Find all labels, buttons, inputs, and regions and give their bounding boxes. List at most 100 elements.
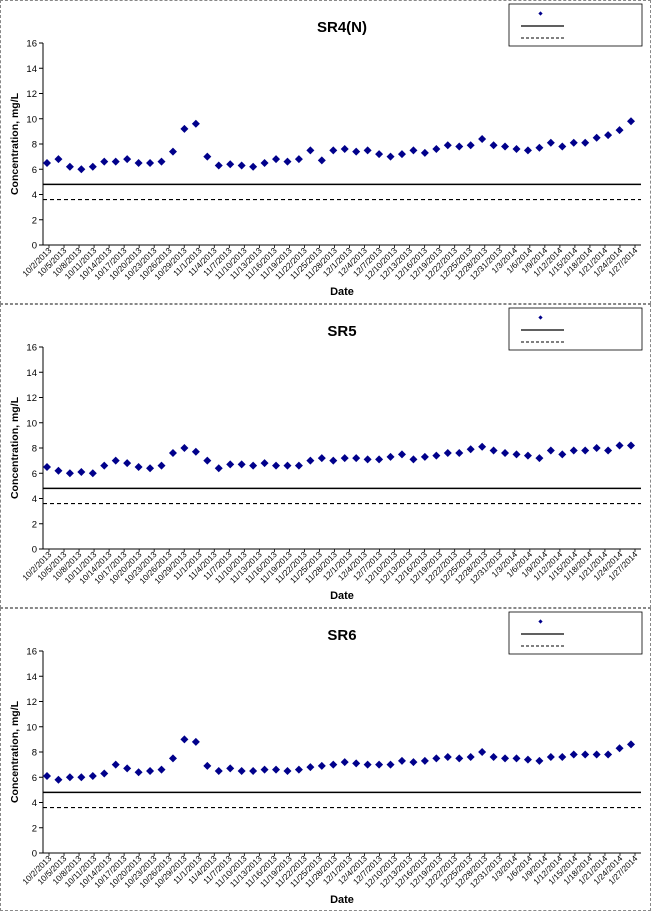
data-point <box>123 764 132 773</box>
data-point <box>100 461 109 470</box>
data-point <box>306 456 315 465</box>
data-point <box>317 761 326 770</box>
data-point <box>409 146 418 155</box>
data-point <box>375 150 384 159</box>
data-point <box>191 447 200 456</box>
y-tick-label: 14 <box>26 672 37 683</box>
data-point <box>237 766 246 775</box>
data-point <box>604 750 613 759</box>
data-point <box>123 155 132 164</box>
y-tick-label: 16 <box>26 647 37 658</box>
data-point <box>558 450 567 459</box>
y-tick-label: 12 <box>26 697 37 708</box>
data-point <box>627 117 635 126</box>
data-point <box>54 155 63 164</box>
data-point <box>100 157 109 166</box>
data-point <box>432 754 441 763</box>
legend-box <box>508 307 643 351</box>
data-point <box>352 759 361 768</box>
chart-panel-sr6: SR6 0 2 4 6 8 10 12 14 16 Concentration, mg/L 10/2/… <box>0 608 651 911</box>
data-point <box>443 141 452 150</box>
data-point <box>237 460 246 469</box>
data-point <box>569 138 578 147</box>
data-point <box>249 766 258 775</box>
data-point <box>100 769 109 778</box>
y-axis-label: Concentration, mg/L <box>9 396 21 499</box>
data-point <box>409 758 418 767</box>
data-point <box>592 444 601 452</box>
data-point <box>512 145 521 154</box>
data-point <box>615 744 624 753</box>
data-point <box>523 146 532 155</box>
y-tick-label: 16 <box>26 39 37 50</box>
data-point <box>466 753 475 762</box>
data-point <box>546 753 555 762</box>
chart-title: SR5 <box>327 323 356 340</box>
data-point <box>397 450 406 459</box>
chart-panel-sr5: SR5 0 2 4 6 8 10 12 14 16 Concentration, mg/L 10/2/… <box>0 304 651 608</box>
data-point <box>306 146 315 155</box>
data-point <box>478 748 487 756</box>
x-axis-label: Date <box>330 590 354 602</box>
data-point <box>317 454 326 463</box>
data-point <box>77 467 86 476</box>
data-point <box>478 134 487 143</box>
data-point <box>294 765 303 774</box>
data-point <box>146 158 155 167</box>
data-point <box>260 765 269 774</box>
data-point <box>420 148 429 157</box>
data-point <box>535 454 544 463</box>
data-point <box>294 461 303 470</box>
x-axis-label: Date <box>330 286 354 298</box>
legend-box <box>508 611 643 655</box>
data-point <box>409 455 418 464</box>
data-point <box>604 131 613 140</box>
data-point <box>237 161 246 170</box>
data-point <box>65 162 74 171</box>
y-tick-label: 4 <box>32 190 37 201</box>
legend-box <box>508 3 643 47</box>
data-point <box>375 455 384 464</box>
y-tick-label: 8 <box>32 140 37 151</box>
data-point <box>180 124 189 133</box>
data-point <box>363 455 372 464</box>
data-point <box>558 753 567 762</box>
data-point <box>443 753 452 762</box>
data-point <box>260 459 269 468</box>
y-tick-label: 4 <box>32 494 37 505</box>
data-point <box>420 756 429 765</box>
data-point <box>203 761 212 770</box>
data-point <box>111 760 120 769</box>
data-point <box>363 760 372 769</box>
y-axis-label: Concentration, mg/L <box>9 700 21 803</box>
data-point <box>604 446 613 455</box>
data-point <box>249 162 258 171</box>
data-point <box>352 454 361 463</box>
data-point <box>386 760 395 769</box>
data-point <box>203 152 212 161</box>
data-point <box>203 456 212 465</box>
data-point <box>111 456 120 465</box>
data-point <box>226 460 235 469</box>
data-point <box>111 157 120 166</box>
data-point <box>329 760 338 769</box>
chart-title: SR4(N) <box>317 19 367 36</box>
data-point <box>386 452 395 461</box>
data-point <box>294 155 303 164</box>
data-point <box>569 446 578 455</box>
data-point <box>512 450 521 459</box>
data-point <box>455 754 464 763</box>
data-point <box>88 162 97 171</box>
data-point <box>168 147 177 156</box>
data-point <box>54 466 63 475</box>
y-tick-label: 6 <box>32 773 37 784</box>
data-point <box>627 740 635 749</box>
data-point <box>77 773 86 782</box>
data-point <box>478 442 487 451</box>
data-point <box>283 766 292 775</box>
data-point <box>512 754 521 763</box>
data-point <box>168 449 177 458</box>
data-point <box>272 155 281 164</box>
